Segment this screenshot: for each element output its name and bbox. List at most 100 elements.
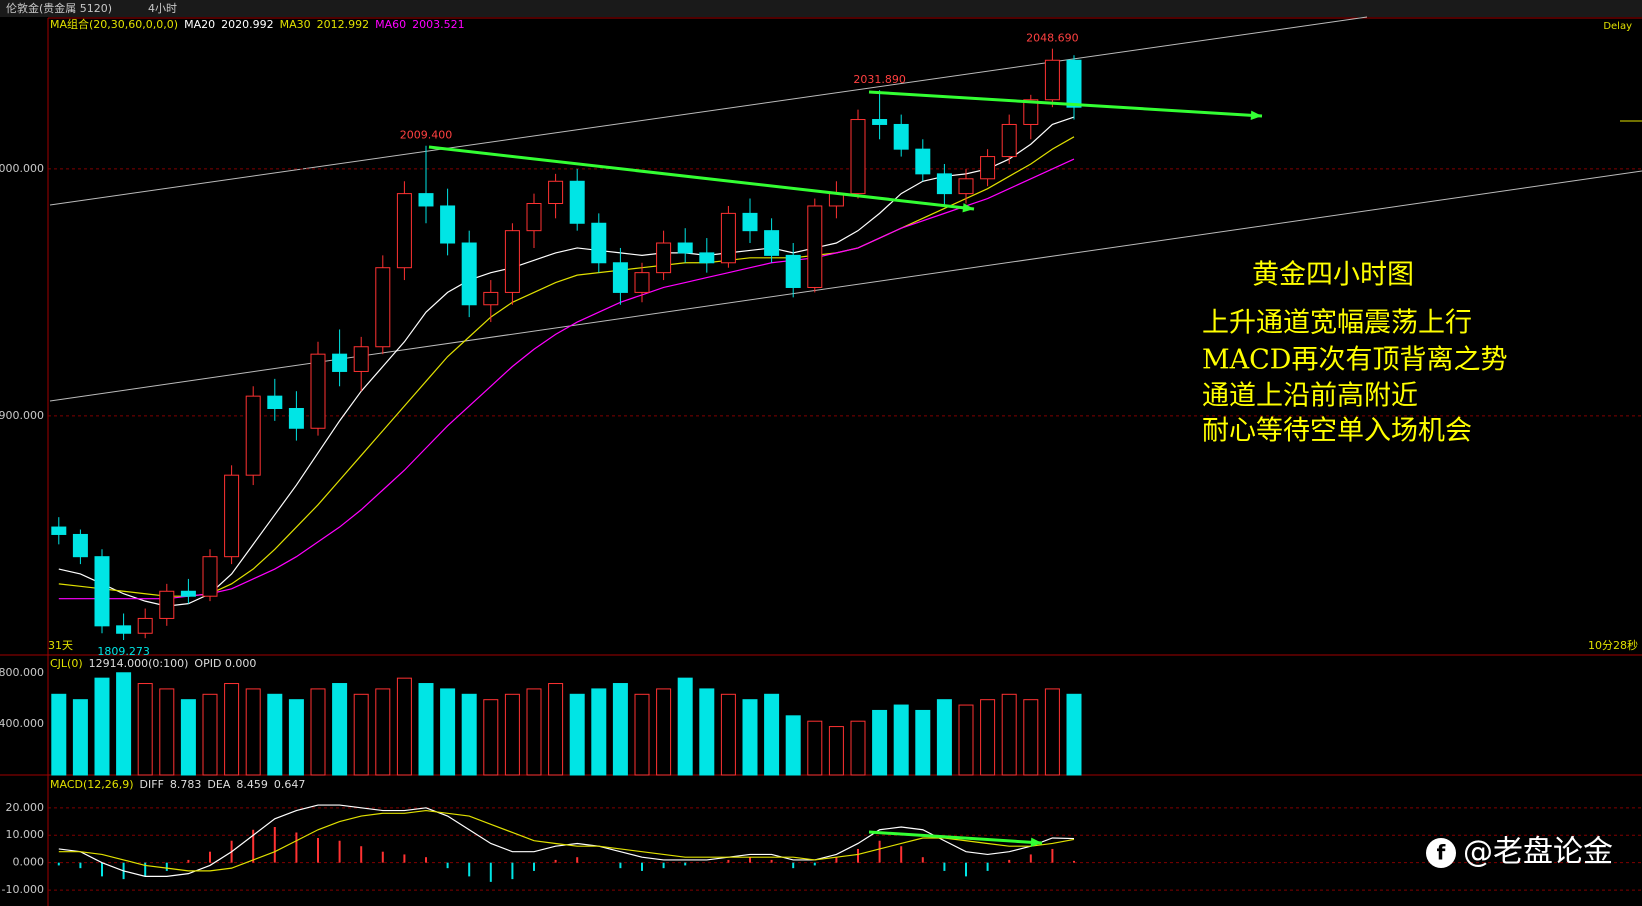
candle-body	[591, 222, 607, 264]
candle-body	[958, 178, 974, 195]
candle-body	[893, 123, 909, 150]
volume-bar	[1023, 699, 1039, 776]
candle-body	[483, 291, 499, 306]
volume-bar	[1001, 693, 1017, 776]
volume-bar	[483, 699, 499, 776]
volume-bar	[353, 693, 369, 776]
legend-item: MA60	[375, 18, 406, 31]
volume-bar	[94, 677, 110, 776]
indicator-line	[58, 116, 1075, 607]
candle-body	[375, 267, 391, 348]
volume-bar	[656, 688, 672, 776]
candle-body	[936, 173, 952, 195]
indicator-line	[58, 158, 1075, 600]
legend-title: MACD(12,26,9)	[50, 778, 134, 791]
candle-body	[51, 526, 67, 535]
candle-body	[418, 193, 434, 207]
volume-bar	[612, 683, 628, 776]
volume-bar	[872, 709, 888, 776]
candle-body	[224, 474, 240, 558]
legend-item: 12914.000(0:100)	[89, 657, 189, 670]
legend-item: 2012.992	[317, 18, 370, 31]
candle-body	[807, 205, 823, 288]
candle-body	[396, 193, 412, 269]
volume-bar	[418, 683, 434, 776]
candle-body	[569, 180, 585, 224]
candle-body	[785, 254, 801, 288]
y-tick-label: -10.000	[2, 883, 44, 896]
y-tick-label: 0.000	[13, 856, 45, 869]
candle-body	[353, 346, 369, 372]
legend-item: 8.783	[170, 778, 202, 791]
volume-bar	[461, 693, 477, 776]
price-annotation: 2009.400	[400, 129, 453, 142]
candle-body	[288, 407, 304, 429]
volume-bar	[958, 704, 974, 776]
candle-body	[699, 252, 715, 264]
volume-bar	[159, 688, 175, 776]
volume-bar	[375, 688, 391, 776]
watermark: @老盘论金	[1463, 835, 1613, 870]
legend: MACD(12,26,9) DIFF 8.783 DEA 8.459 0.647	[50, 778, 305, 791]
trend-arrow	[868, 830, 1043, 845]
price-annotation: 1809.273	[97, 645, 150, 658]
y-tick-label: 9400.000	[0, 717, 44, 730]
volume-bar	[267, 693, 283, 776]
y-tick-label: 8800.000	[0, 666, 44, 679]
legend-title: MA组合(20,30,60,0,0,0)	[50, 17, 178, 31]
candle-body	[828, 193, 844, 207]
candle-body	[72, 533, 88, 558]
candle-body	[461, 242, 477, 306]
candle-body	[980, 156, 996, 180]
legend-item: DIFF	[140, 778, 164, 791]
volume-bar	[980, 699, 996, 776]
volume-bar	[310, 688, 326, 776]
trend-arrow	[428, 145, 975, 211]
volume-bar	[332, 683, 348, 776]
candle-body	[159, 590, 175, 619]
legend-item: 2003.521	[412, 18, 465, 31]
candle-body	[1023, 99, 1039, 125]
volume-bar	[288, 699, 304, 776]
volume-bar	[569, 693, 585, 776]
arrow-head	[962, 203, 974, 213]
volume-bar	[526, 688, 542, 776]
volume-bar	[51, 693, 67, 776]
volume-bar	[548, 683, 564, 776]
right-footer: 10分28秒	[1588, 638, 1638, 652]
candle-body	[656, 242, 672, 274]
volume-bar	[180, 699, 196, 776]
volume-bar	[850, 720, 866, 776]
volume-bar	[591, 688, 607, 776]
y-tick-label: 1900.000	[0, 409, 44, 422]
legend-item: 2020.992	[221, 18, 274, 31]
logo	[1426, 838, 1456, 868]
top-bar	[0, 0, 1642, 17]
legend-item: 0.647	[274, 778, 306, 791]
candle-body	[267, 395, 283, 409]
y-tick-label: 20.000	[6, 801, 45, 814]
delay: Delay	[1603, 21, 1632, 32]
volume-bar	[116, 672, 132, 776]
volume-bar	[893, 704, 909, 776]
overlay-line: 上升通道宽幅震荡上行	[1202, 308, 1472, 339]
volume-bar	[1066, 693, 1082, 776]
candle-body	[332, 353, 348, 372]
overlay-title: 黄金四小时图	[1252, 260, 1414, 291]
channel-line	[49, 16, 1368, 206]
volume-bar	[828, 726, 844, 776]
candle-body	[742, 212, 758, 232]
price-annotation: 2048.690	[1026, 32, 1079, 45]
legend-item: 8.459	[236, 778, 268, 791]
period: 4小时	[148, 2, 177, 15]
candle-body	[1044, 59, 1060, 101]
volume-bar	[807, 720, 823, 776]
volume-bar	[202, 693, 218, 776]
volume-bar	[72, 699, 88, 776]
candle-body	[116, 625, 132, 634]
legend-item: OPID 0.000	[194, 657, 256, 670]
price-annotation: 2031.890	[853, 73, 906, 86]
candle-body	[180, 590, 196, 597]
overlay-line: 通道上沿前高附近	[1202, 381, 1418, 412]
candle-body	[310, 353, 326, 429]
